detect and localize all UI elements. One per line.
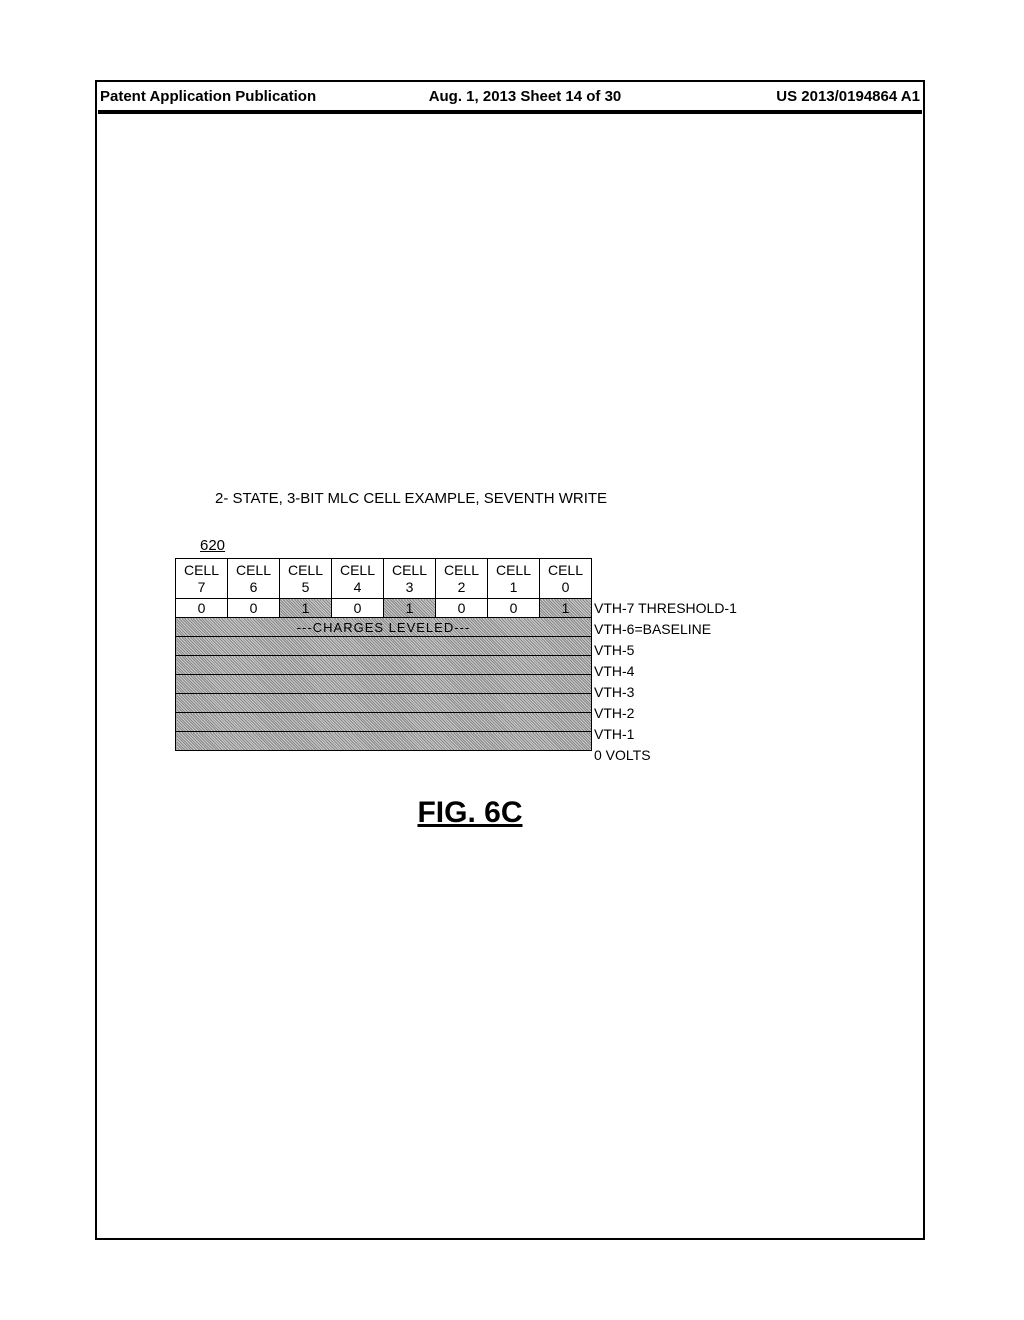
charges-leveled: ---CHARGES LEVELED--- bbox=[176, 618, 592, 637]
row-label: VTH-2 bbox=[594, 703, 737, 724]
header-rule bbox=[98, 110, 922, 114]
threshold-row bbox=[176, 656, 592, 675]
cell-value: 1 bbox=[540, 599, 592, 618]
col-header: CELL7 bbox=[176, 559, 228, 599]
col-header: CELL3 bbox=[384, 559, 436, 599]
col-header: CELL1 bbox=[488, 559, 540, 599]
diagram-area: 2- STATE, 3-BIT MLC CELL EXAMPLE, SEVENT… bbox=[175, 490, 855, 830]
row-labels: VTH-7 THRESHOLD-1 VTH-6=BASELINE VTH-5 V… bbox=[594, 558, 737, 766]
row-label: VTH-4 bbox=[594, 661, 737, 682]
col-header: CELL4 bbox=[332, 559, 384, 599]
header-row: CELL7 CELL6 CELL5 CELL4 CELL3 CELL2 CELL… bbox=[176, 559, 592, 599]
data-row: 0 0 1 0 1 0 0 1 bbox=[176, 599, 592, 618]
row-label: VTH-6=BASELINE bbox=[594, 619, 737, 640]
col-header: CELL2 bbox=[436, 559, 488, 599]
cell-value: 0 bbox=[176, 599, 228, 618]
cell-value: 1 bbox=[280, 599, 332, 618]
threshold-cell bbox=[176, 675, 592, 694]
figure-caption: FIG. 6C bbox=[85, 796, 855, 830]
threshold-cell bbox=[176, 713, 592, 732]
cell-value: 0 bbox=[332, 599, 384, 618]
reference-number: 620 bbox=[200, 537, 855, 554]
charges-row: ---CHARGES LEVELED--- bbox=[176, 618, 592, 637]
row-label: VTH-1 bbox=[594, 724, 737, 745]
row-label: 0 VOLTS bbox=[594, 745, 737, 766]
threshold-row bbox=[176, 732, 592, 751]
cell-value: 0 bbox=[228, 599, 280, 618]
cell-grid: CELL7 CELL6 CELL5 CELL4 CELL3 CELL2 CELL… bbox=[175, 558, 592, 751]
threshold-row bbox=[176, 694, 592, 713]
threshold-row bbox=[176, 637, 592, 656]
threshold-row bbox=[176, 675, 592, 694]
threshold-cell bbox=[176, 656, 592, 675]
threshold-cell bbox=[176, 694, 592, 713]
row-label: VTH-3 bbox=[594, 682, 737, 703]
page-header: Patent Application Publication Aug. 1, 2… bbox=[100, 88, 920, 105]
threshold-cell bbox=[176, 637, 592, 656]
threshold-cell bbox=[176, 732, 592, 751]
cell-value: 1 bbox=[384, 599, 436, 618]
header-center: Aug. 1, 2013 Sheet 14 of 30 bbox=[363, 88, 656, 105]
cell-value: 0 bbox=[488, 599, 540, 618]
row-label: VTH-7 THRESHOLD-1 bbox=[594, 598, 737, 619]
threshold-row bbox=[176, 713, 592, 732]
header-left: Patent Application Publication bbox=[100, 88, 363, 105]
col-header: CELL0 bbox=[540, 559, 592, 599]
diagram-title: 2- STATE, 3-BIT MLC CELL EXAMPLE, SEVENT… bbox=[215, 490, 855, 507]
header-right: US 2013/0194864 A1 bbox=[657, 88, 920, 105]
col-header: CELL5 bbox=[280, 559, 332, 599]
col-header: CELL6 bbox=[228, 559, 280, 599]
row-label: VTH-5 bbox=[594, 640, 737, 661]
cell-table: CELL7 CELL6 CELL5 CELL4 CELL3 CELL2 CELL… bbox=[175, 558, 855, 766]
cell-value: 0 bbox=[436, 599, 488, 618]
